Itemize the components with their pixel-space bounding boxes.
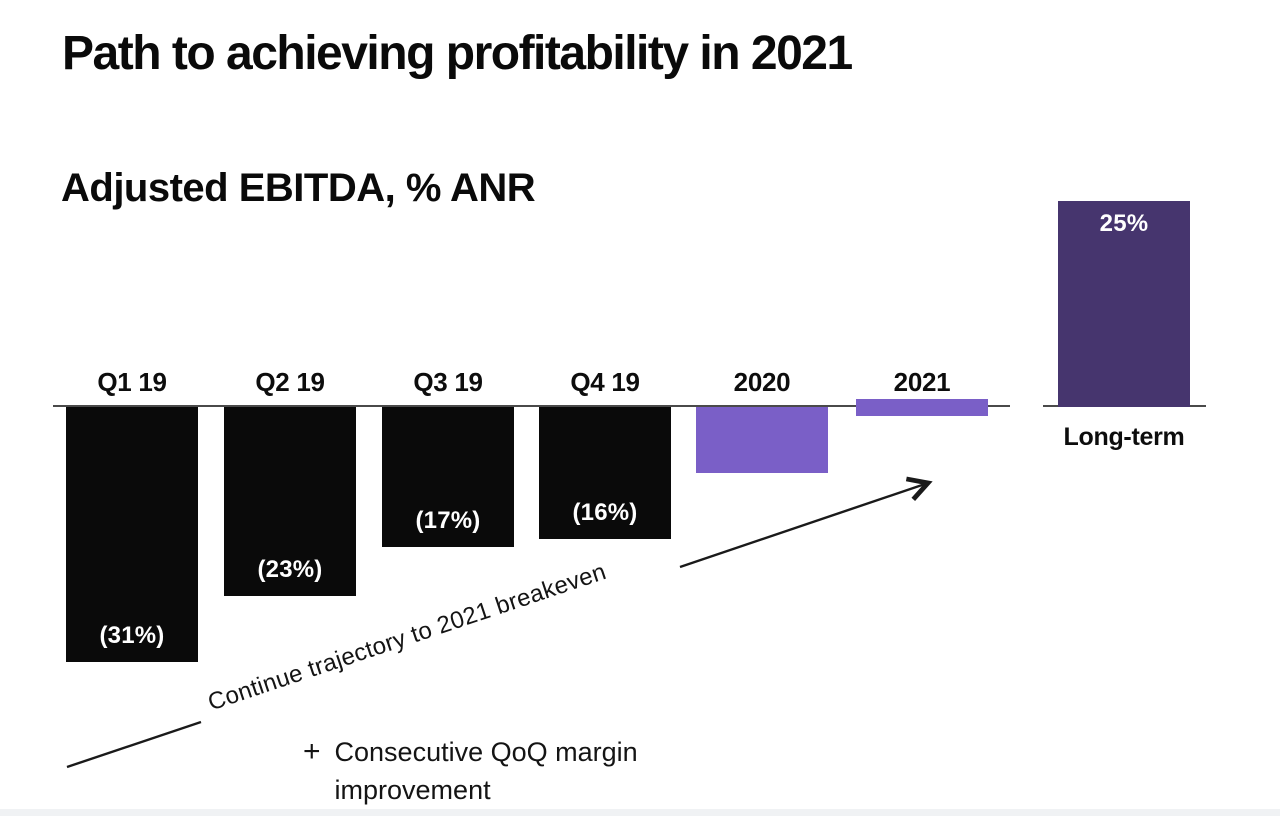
x-axis-line	[53, 405, 1010, 407]
bar-q2-19: (23%)	[224, 407, 356, 596]
bar-q3-19: (17%)	[382, 407, 514, 547]
page-title: Path to achieving profitability in 2021	[62, 27, 853, 80]
bar-q1-19: (31%)	[66, 407, 198, 662]
plus-icon: +	[303, 735, 321, 768]
qoq-note-text: Consecutive QoQ margin improvement	[334, 737, 638, 805]
bar-2020	[696, 407, 828, 473]
bar-label-q1-19: Q1 19	[97, 367, 167, 397]
bar-label-2020: 2020	[733, 367, 791, 397]
bar-q4-19: (16%)	[539, 407, 671, 539]
bar-value-q1-19: (31%)	[99, 622, 165, 649]
bar-label-2021: 2021	[893, 367, 951, 397]
bar-value-q3-19: (17%)	[415, 507, 481, 534]
bar-value-q4-19: (16%)	[572, 499, 638, 526]
bar-label-long-term: Long-term	[1063, 423, 1185, 451]
bar-value-q2-19: (23%)	[257, 556, 323, 583]
bar-label-q4-19: Q4 19	[570, 367, 640, 397]
bar-long-term: 25%	[1058, 201, 1190, 407]
bar-2021	[856, 399, 988, 416]
trajectory-line-start	[66, 720, 202, 769]
slide-bottom-edge	[0, 809, 1280, 816]
bar-value-long-term: 25%	[1099, 210, 1149, 237]
bar-label-q2-19: Q2 19	[255, 367, 325, 397]
chart-subtitle: Adjusted EBITDA, % ANR	[61, 166, 536, 210]
bar-label-q3-19: Q3 19	[413, 367, 483, 397]
qoq-note: + Consecutive QoQ margin improvement	[303, 733, 695, 809]
trajectory-line-arrow	[679, 476, 933, 569]
